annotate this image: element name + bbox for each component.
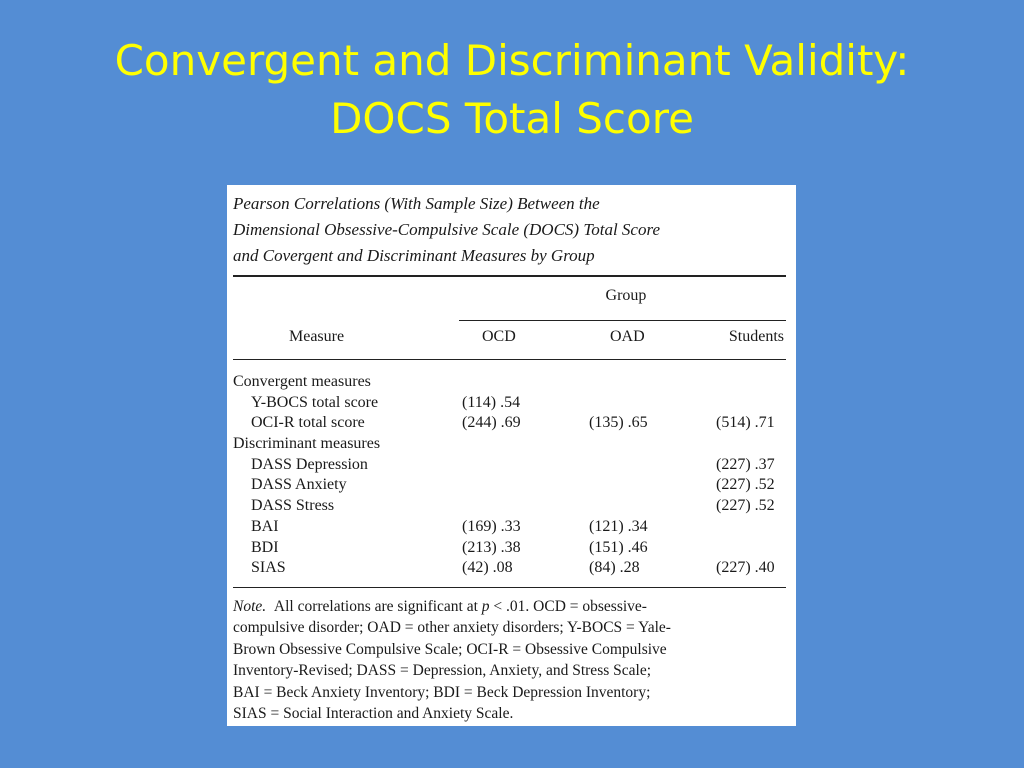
cell-ocd: (213) .38 <box>462 538 521 556</box>
cell-ocd: (244) .69 <box>462 414 521 432</box>
slide-title-line-2: DOCS Total Score <box>330 94 694 143</box>
slide-title-line-1: Convergent and Discriminant Validity: <box>114 36 910 85</box>
table-row: DASS Depression (227) .37 <box>233 455 786 476</box>
cell-students: (227) .40 <box>716 559 775 577</box>
table-row-section: Discriminant measures <box>233 434 786 455</box>
table-row: DASS Stress (227) .52 <box>233 496 786 517</box>
row-measure: SIAS <box>251 559 286 577</box>
note-line: Brown Obsessive Compulsive Scale; OCI-R … <box>233 640 667 658</box>
table-row: Y-BOCS total score (114) .54 <box>233 393 786 414</box>
cell-students: (227) .52 <box>716 476 775 494</box>
table-top-rule <box>233 275 786 277</box>
table-bottom-rule <box>233 586 786 588</box>
note-line: BAI = Beck Anxiety Inventory; BDI = Beck… <box>233 683 651 701</box>
table-row: BAI (169) .33 (121) .34 <box>233 517 786 538</box>
cell-students: (227) .52 <box>716 497 775 515</box>
cell-ocd: (114) .54 <box>462 393 521 411</box>
cell-oad: (151) .46 <box>589 538 648 556</box>
table-row: SIAS (42) .08 (84) .28 (227) .40 <box>233 558 786 579</box>
note-line: SIAS = Social Interaction and Anxiety Sc… <box>233 705 514 723</box>
note-line: Inventory-Revised; DASS = Depression, An… <box>233 662 652 680</box>
cell-ocd: (169) .33 <box>462 517 521 535</box>
table-caption: Pearson Correlations (With Sample Size) … <box>233 189 786 269</box>
note-line-1: Note. All correlations are significant a… <box>233 596 786 618</box>
table-row-section: Convergent measures <box>233 372 786 393</box>
column-header-students: Students <box>728 328 784 345</box>
table-header: Group Measure OCD OAD Students <box>233 277 786 359</box>
column-header-measure: Measure <box>289 328 345 345</box>
column-header-oad: OAD <box>610 328 645 345</box>
cell-students: (514) .71 <box>716 414 775 432</box>
cell-students: (227) .37 <box>716 455 775 473</box>
table-row: DASS Anxiety (227) .52 <box>233 475 786 496</box>
row-measure: DASS Stress <box>251 497 335 515</box>
note-text: All correlations are significant at <box>273 597 478 615</box>
row-measure: Y-BOCS total score <box>251 393 379 411</box>
row-measure: Convergent measures <box>233 373 371 390</box>
cell-oad: (135) .65 <box>589 414 648 432</box>
table-row: BDI (213) .38 (151) .46 <box>233 538 786 559</box>
cell-ocd: (42) .08 <box>462 559 513 577</box>
cell-oad: (121) .34 <box>589 517 648 535</box>
group-header-rule <box>459 320 786 321</box>
caption-line: and Covergent and Discriminant Measures … <box>233 246 595 265</box>
row-measure: DASS Anxiety <box>251 476 347 494</box>
header-bottom-rule <box>233 359 786 360</box>
column-header-ocd: OCD <box>482 328 516 345</box>
note-p-symbol: p <box>481 597 490 615</box>
row-measure: BDI <box>251 538 279 556</box>
group-header: Group <box>605 287 647 304</box>
table-body: Convergent measures Y-BOCS total score (… <box>233 360 786 579</box>
correlation-table-image: Pearson Correlations (With Sample Size) … <box>227 185 796 726</box>
table-row: OCI-R total score (244) .69 (135) .65 (5… <box>233 413 786 434</box>
row-measure: OCI-R total score <box>251 414 365 432</box>
row-measure: BAI <box>251 517 279 535</box>
cell-oad: (84) .28 <box>589 559 640 577</box>
note-text: < .01. OCD = obsessive- <box>493 597 647 615</box>
caption-line: Dimensional Obsessive-Compulsive Scale (… <box>233 220 660 239</box>
note-line: compulsive disorder; OAD = other anxiety… <box>233 619 671 637</box>
row-measure: Discriminant measures <box>233 435 381 453</box>
caption-line: Pearson Correlations (With Sample Size) … <box>233 194 600 213</box>
slide-title: Convergent and Discriminant Validity: DO… <box>0 32 1024 148</box>
table-note: Note. All correlations are significant a… <box>233 588 786 725</box>
row-measure: DASS Depression <box>251 455 368 473</box>
note-label: Note. <box>233 597 267 615</box>
